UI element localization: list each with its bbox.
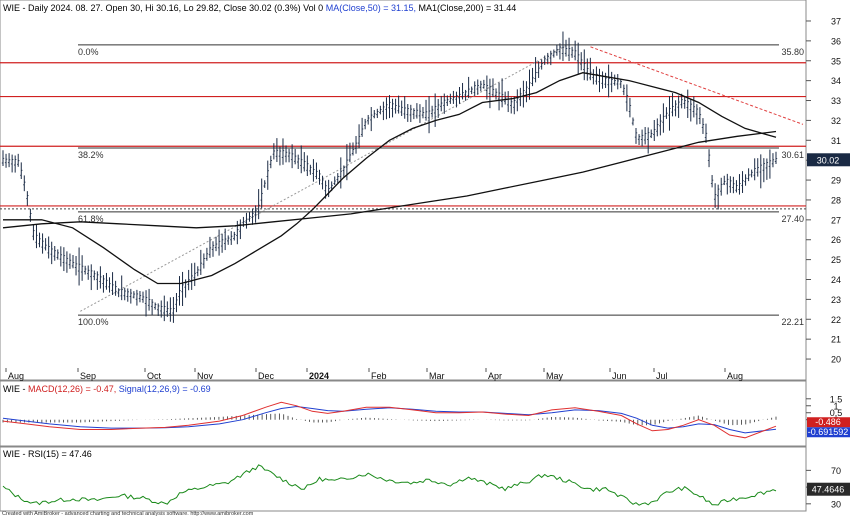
ma200-caption: MA1(Close,200) = 31.44 (416, 3, 516, 13)
price-tick-label: 27 (831, 215, 841, 225)
ma50-caption: MA(Close,50) = 31.15, (326, 3, 416, 13)
rsi-value-label: 47.4646 (812, 485, 845, 495)
date-tick-label: Nov (197, 371, 214, 381)
downtrend-line (590, 46, 804, 125)
ma200-line (2, 130, 777, 229)
price-tick-label: 29 (831, 176, 841, 186)
price-tick-label: 34 (831, 76, 841, 86)
price-tick-label: 35 (831, 56, 841, 66)
fib-pct-label: 61.8% (78, 214, 104, 224)
date-x-axis: Aug Sep Oct Nov Dec 2024 Feb Mar Apr May Jun Jul Aug (5, 368, 743, 381)
current-price-box (807, 153, 850, 167)
price-tick-label: 33 (831, 96, 841, 106)
price-tick-label: 20 (831, 355, 841, 365)
price-tick-label: 26 (831, 235, 841, 245)
fib-value-label: 30.61 (781, 150, 804, 160)
rsi-caption: WIE - RSI(15) = 47.46 (3, 449, 92, 459)
date-tick-label: Apr (488, 371, 502, 381)
horizontal-lines (0, 62, 806, 210)
macd-pane[interactable] (0, 380, 807, 447)
date-tick-label: 2024 (309, 371, 329, 381)
rsi-tick-label: 30 (831, 499, 841, 509)
date-tick-label: Feb (371, 371, 387, 381)
fib-pct-label: 38.2% (78, 150, 104, 160)
current-price-label: 30.02 (817, 155, 840, 165)
price-tick-label: 28 (831, 195, 841, 205)
price-tick-label: 24 (831, 275, 841, 285)
fib-trend-line (80, 44, 568, 312)
price-tick-label: 36 (831, 36, 841, 46)
fib-pct-label: 100.0% (78, 317, 109, 327)
rsi-pane[interactable] (0, 446, 807, 512)
signal-caption: Signal(12,26,9) = -0.69 (116, 384, 210, 394)
macd-line (2, 401, 777, 439)
date-tick-label: Sep (80, 371, 96, 381)
rsi-series: 70503047.4646 (2, 464, 850, 509)
price-caption-text: WIE - Daily 2024. 08. 27. Open 30, Hi 30… (3, 3, 516, 13)
ma50-line (3, 72, 777, 285)
price-tick-label: 25 (831, 255, 841, 265)
fib-value-label: 27.40 (781, 214, 804, 224)
signal-value-box (807, 427, 850, 438)
price-pane[interactable] (0, 0, 807, 381)
macd-series: 1.510.50-0.486-0.691592 (2, 394, 850, 439)
price-tick-label: 32 (831, 116, 841, 126)
signal-value-label: -0.691592 (808, 427, 849, 437)
fib-pct-label: 0.0% (78, 47, 99, 57)
macd-prefix: WIE - (3, 384, 28, 394)
rsi-line (2, 464, 777, 506)
macd-value-box (807, 417, 850, 428)
macd-caption: MACD(12,26) = -0.47, (28, 384, 116, 394)
date-tick-label: Aug (727, 371, 743, 381)
trendlines (80, 44, 804, 312)
macd-value-label: -0.486 (815, 417, 841, 427)
macd-tick-label: 0.5 (830, 408, 843, 418)
date-tick-label: Mar (429, 371, 445, 381)
date-tick-label: Oct (147, 371, 162, 381)
price-series (1, 31, 778, 323)
price-y-axis: 202122232425262728293031323334353637 (806, 16, 841, 365)
price-tick-label: 31 (831, 136, 841, 146)
macd-tick-label: 1.5 (830, 394, 843, 404)
fibonacci-levels: 0.0% 35.80 38.2% 30.61 61.8% 27.40 100.0% 22.21 (78, 44, 804, 327)
macd-tick-label: 1 (833, 401, 838, 411)
fib-value-label: 22.21 (781, 317, 804, 327)
date-tick-label: Jul (656, 371, 668, 381)
price-tick-label: 22 (831, 315, 841, 325)
rsi-tick-label: 70 (831, 466, 841, 476)
date-tick-label: Aug (8, 371, 24, 381)
price-tick-label: 23 (831, 295, 841, 305)
moving-averages: 30.02 (2, 72, 850, 285)
price-caption: WIE - Daily 2024. 08. 27. Open 30, Hi 30… (3, 3, 326, 13)
date-tick-label: Jun (612, 371, 627, 381)
rsi-value-box (807, 482, 850, 496)
footer-credit: Created with AmiBroker - advanced charti… (2, 511, 254, 517)
date-tick-label: Dec (258, 371, 275, 381)
date-tick-label: May (546, 371, 564, 381)
fib-value-label: 35.80 (781, 47, 804, 57)
price-tick-label: 37 (831, 16, 841, 26)
price-tick-label: 21 (831, 335, 841, 345)
macd-caption-text: WIE - MACD(12,26) = -0.47, Signal(12,26,… (3, 384, 211, 394)
